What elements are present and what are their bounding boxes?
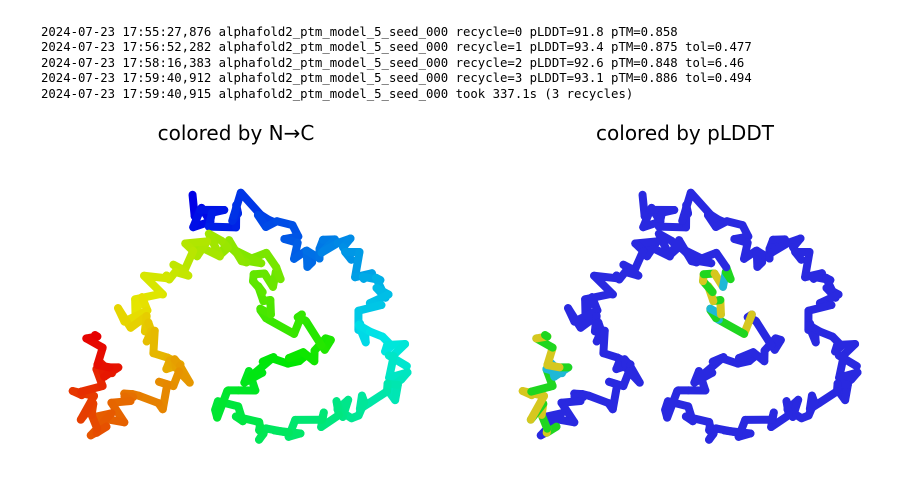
nc-backbone-segment xyxy=(91,331,102,341)
plddt-backbone-segment xyxy=(663,386,682,422)
plddt-backbone-segment xyxy=(541,331,552,341)
nc-backbone-segment xyxy=(302,317,326,350)
plddt-backbone-segment xyxy=(654,222,691,232)
plddt-backbone-segment xyxy=(526,391,549,424)
nc-backbone-segment xyxy=(213,386,232,422)
nc-backbone-segment xyxy=(204,222,241,232)
log-line-recycle-0: 2024-07-23 17:55:27,876 alphafold2_ptm_m… xyxy=(41,25,678,39)
log-line-recycle-2: 2024-07-23 17:58:16,383 alphafold2_ptm_m… xyxy=(41,55,745,70)
nc-backbone-segment xyxy=(236,188,265,219)
plddt-panel-title: colored by pLDDT xyxy=(596,121,774,145)
log-line-summary: 2024-07-23 17:59:40,915 alphafold2_ptm_m… xyxy=(41,86,634,101)
log-output: 2024-07-23 17:55:27,876 alphafold2_ptm_m… xyxy=(41,25,752,102)
plddt-backbone-segment xyxy=(752,317,776,350)
nc-panel-title: colored by N→C xyxy=(157,121,315,145)
plddt-backbone-segment xyxy=(714,315,749,338)
nc-backbone-segment xyxy=(76,391,99,424)
nc-backbone-segment xyxy=(264,315,299,338)
log-line-recycle-1: 2024-07-23 17:56:52,282 alphafold2_ptm_m… xyxy=(41,40,752,55)
nc-colored-structure xyxy=(68,188,412,444)
log-line-recycle-3: 2024-07-23 17:59:40,912 alphafold2_ptm_m… xyxy=(41,71,752,86)
plddt-colored-structure xyxy=(518,188,862,444)
plddt-backbone-segment xyxy=(686,188,715,219)
